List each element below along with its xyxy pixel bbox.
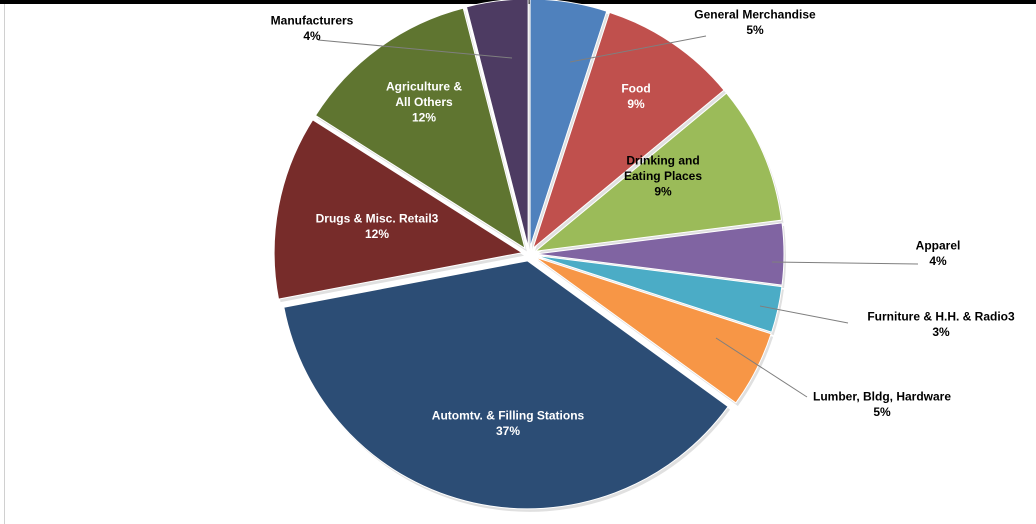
data-label-value: 4% [929, 254, 947, 268]
leader-line [317, 39, 513, 59]
data-label-name: Drinking and [626, 154, 699, 168]
data-label: Automtv. & Filling Stations 37% [432, 408, 585, 438]
pie-slice-food [531, 11, 725, 250]
data-label-value: 4% [303, 29, 321, 43]
pie-slices [273, 0, 787, 512]
data-label-value: 12% [365, 227, 389, 241]
data-label: General Merchandise 5% [694, 7, 816, 37]
leader-line [569, 35, 707, 63]
pie-slice-apparel [535, 222, 785, 286]
leader-lines [317, 35, 919, 398]
pie-slice-drinking-and-eating-places [533, 92, 783, 252]
pie-slice-agriculture-all-others [314, 7, 526, 250]
data-label-value: 37% [496, 424, 520, 438]
pie-slice-manufacturers [465, 0, 529, 248]
data-label: Agriculture & All Others 12% [386, 80, 462, 125]
data-label: Furniture & H.H. & Radio3 3% [867, 309, 1015, 339]
data-labels: General Merchandise 5%Food 9%Drinking and E… [271, 7, 1015, 438]
data-label-value: 3% [932, 325, 950, 339]
data-label-name: Lumber, Bldg, Hardware [813, 389, 951, 403]
pie-slice-general-merchandise [529, 0, 608, 248]
data-label-value: 9% [654, 185, 672, 199]
data-label-value: 5% [873, 405, 891, 419]
pie-slice-drugs-misc-retail3 [273, 119, 524, 300]
data-label-name: Automtv. & Filling Stations [432, 408, 585, 422]
leader-line [771, 261, 919, 265]
data-label-name: Manufacturers [271, 13, 354, 27]
data-label-name: Apparel [916, 238, 961, 252]
data-label-value: 9% [627, 97, 645, 111]
data-label-name: Food [621, 81, 650, 95]
leader-line [715, 337, 808, 398]
data-label-name: Furniture & H.H. & Radio3 [867, 309, 1015, 323]
data-label-name: All Others [395, 95, 453, 109]
data-label: Lumber, Bldg, Hardware 5% [813, 389, 951, 419]
data-label-name: Agriculture & [386, 80, 462, 94]
data-label-value: 5% [746, 23, 764, 37]
data-label: Drinking and Eating Places 9% [624, 154, 702, 199]
pie-slice-lumber-bldg-hardware [534, 256, 772, 404]
data-label: Apparel 4% [916, 238, 961, 268]
leader-line [759, 305, 849, 324]
data-label-name: General Merchandise [694, 7, 816, 21]
data-label: Drugs & Misc. Retail3 12% [316, 211, 439, 241]
data-label-name: Eating Places [624, 169, 702, 183]
data-label-name: Drugs & Misc. Retail3 [316, 211, 439, 225]
data-label-value: 12% [412, 111, 436, 125]
data-label: Food 9% [621, 81, 650, 111]
left-border [4, 4, 5, 524]
pie-slice-automtv-filling-stations [283, 260, 729, 510]
data-label: Manufacturers 4% [271, 13, 354, 43]
